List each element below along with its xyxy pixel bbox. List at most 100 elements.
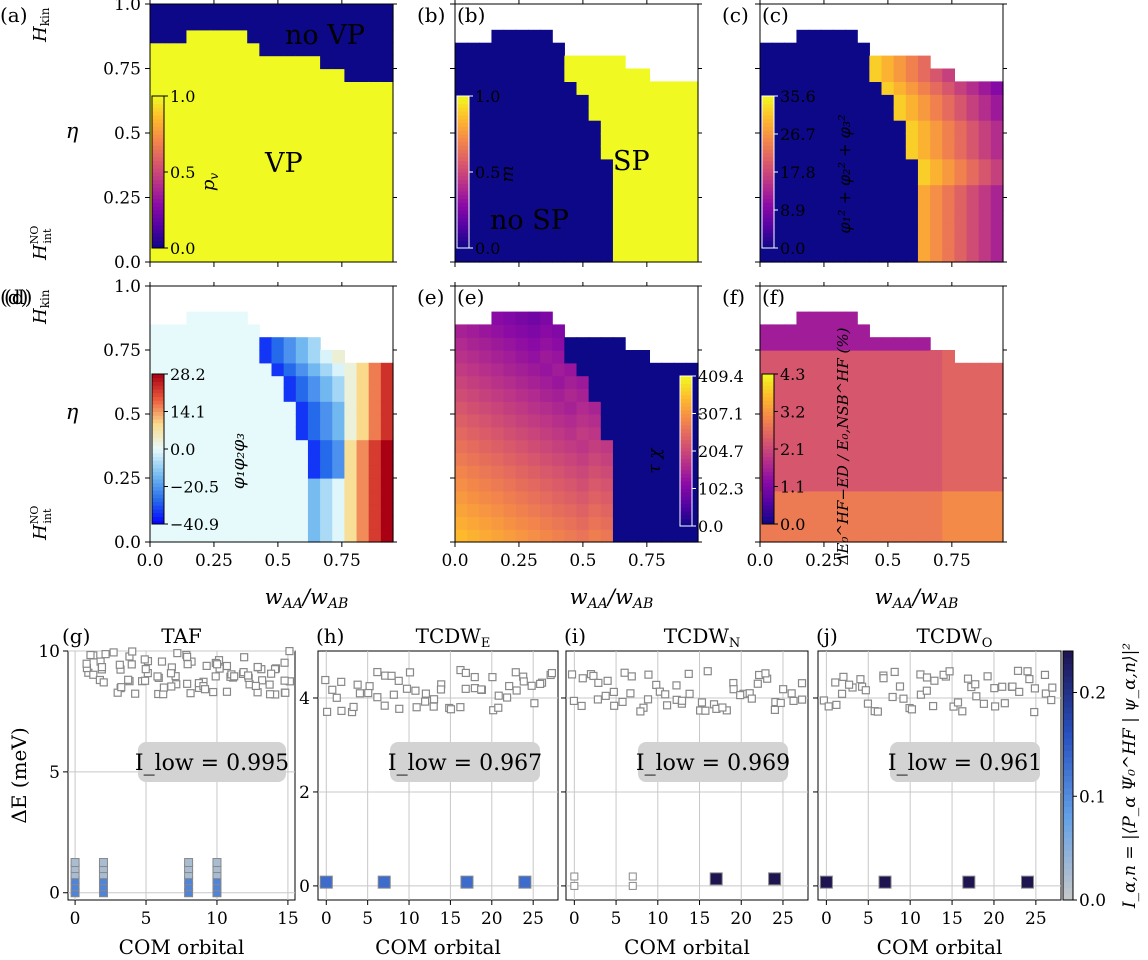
heat-cell [307,4,321,18]
heat-cell [479,478,493,492]
heat-cell [515,311,529,325]
heat-cell [845,184,858,199]
heat-cell [845,145,858,160]
heat-cell [917,401,931,415]
heat-cell [942,452,955,466]
x-label-sub: AA [281,596,303,612]
heat-cell [295,236,309,250]
heat-cell [820,42,834,57]
heat-cell [162,184,175,199]
heat-cell [198,311,212,325]
heat-cell [259,16,273,31]
heat-cell [576,171,590,186]
heat-cell [271,362,285,377]
heat-cell [857,133,870,147]
heat-cell [222,388,236,402]
heat-cell [796,249,810,263]
heat-cell [259,426,273,441]
heat-cell [893,516,907,530]
heat-cell [760,337,773,351]
colorbar-tick-label: 0.0 [698,517,723,536]
heat-cell [881,503,895,517]
colorbar-segment [1063,893,1073,901]
excited-state-marker [703,667,712,676]
heat-cell [552,133,565,147]
excited-state-marker [488,673,497,682]
heat-cell [869,107,883,121]
annotation-text: I_low = 0.969 [636,751,790,776]
low-state-marker [319,875,333,889]
heat-cell [796,107,810,121]
colorbar-segment [152,505,164,510]
x-tick-label: 20 [730,909,752,929]
heat-cell [491,249,505,263]
heat-cell [307,465,321,479]
excited-state-marker [140,676,150,685]
colorbar-segment [152,377,164,382]
heat-cell [966,133,980,147]
heat-cell [552,414,565,428]
colorbar-tick-label: −20.5 [170,478,219,497]
annotation-vp: VP [264,148,303,179]
panel-label: (c) [762,3,789,27]
heat-cell [772,478,785,492]
heat-cell [930,223,943,237]
heat-cell [649,184,663,199]
heat-cell [332,68,345,82]
colorbar-segment [1063,738,1073,745]
heat-cell [942,158,955,173]
heat-cell [503,68,517,82]
heat-cell [881,145,895,160]
excited-state-marker [436,685,446,694]
colorbar-tick-label: 26.7 [780,125,816,144]
heat-cell [283,426,297,441]
heat-cell [356,490,370,505]
x-tick-label: 0 [321,909,332,929]
heat-cell [259,197,273,211]
heat-cell [905,478,919,492]
heat-cell [917,490,931,505]
heat-cell [990,81,1004,95]
heat-cell [198,478,212,492]
heat-cell [540,120,553,134]
colorbar-segment [152,183,164,188]
heat-cell [796,439,810,453]
excited-state-marker [265,690,275,699]
colorbar-segment [1063,850,1073,857]
heat-cell [612,439,626,453]
heat-cell [210,375,224,389]
heat-cell [832,401,846,415]
heat-cell [235,68,248,82]
y-tick-label: 0.5 [114,124,141,144]
heat-cell [552,503,565,517]
heat-cell [625,350,638,364]
heat-cell [796,42,810,57]
heat-cell [503,350,517,364]
heat-cell [344,158,358,173]
heat-cell [564,490,578,505]
heat-cell [772,516,785,530]
heat-cell [283,236,297,250]
heat-cell [283,490,297,505]
heat-cell [990,401,1004,415]
heat-cell [198,490,212,505]
excited-state-marker [387,671,396,680]
heat-cell [467,465,480,479]
heat-cell [283,414,297,428]
excited-state-marker [117,683,126,692]
excited-state-marker [971,680,980,689]
low-state-marker [628,872,637,881]
heat-cell [235,324,248,338]
heat-cell [320,184,333,199]
heat-cell [588,223,602,237]
heat-cell [917,388,931,402]
heat-cell [479,249,493,263]
heat-cell [174,68,188,82]
heat-cell [307,184,321,199]
excited-state-marker [701,706,710,715]
heat-cell [685,184,699,199]
heat-cell [344,223,358,237]
heat-cell [162,107,175,121]
excited-state-marker [322,707,332,716]
heat-cell [467,236,480,250]
